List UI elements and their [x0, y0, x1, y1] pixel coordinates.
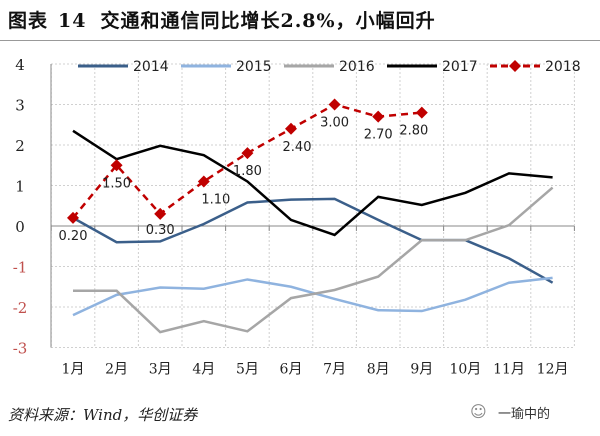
y-tick-label: 4	[15, 56, 25, 74]
series-line-2018	[72, 103, 422, 219]
legend-label-2017: 2017	[442, 59, 478, 75]
legend-label-2018: 2018	[545, 59, 581, 75]
data-label: 1.10	[201, 192, 230, 207]
data-label: 2.80	[399, 124, 428, 139]
y-tick-label: 2	[15, 137, 25, 155]
data-point-2018	[415, 106, 428, 119]
title-divider	[0, 40, 600, 41]
y-tick-label: -2	[13, 299, 28, 317]
legend-marker-2018	[509, 60, 521, 72]
legend-label-2016: 2016	[339, 59, 375, 75]
y-tick-label: -1	[13, 259, 28, 277]
figure-title: 图表 14 交通和通信同比增长2.8%，小幅回升	[8, 6, 436, 33]
data-point-2018	[328, 98, 341, 111]
x-tick-label: 5月	[236, 362, 259, 378]
x-tick-label: 7月	[323, 362, 346, 378]
data-point-2018	[197, 175, 210, 188]
y-tick-label: 3	[15, 97, 25, 115]
data-label: 1.80	[233, 164, 262, 179]
data-label: 0.20	[59, 229, 88, 244]
x-tick-label: 10月	[449, 362, 481, 378]
x-tick-label: 11月	[493, 362, 525, 378]
x-tick-label: 12月	[537, 362, 569, 378]
figure-title-text: 交通和通信同比增长2.8%，小幅回升	[100, 10, 436, 32]
data-point-2018	[241, 147, 254, 160]
legend-label-2014: 2014	[133, 59, 169, 75]
wechat-icon: ☺	[470, 402, 487, 421]
x-tick-label: 3月	[149, 362, 172, 378]
series-line-2014	[72, 197, 554, 284]
data-label: 1.50	[102, 176, 131, 191]
line-chart: 4 3 2 1 0 -1 -2 -3 1月 2月 3月 4月 5月 6月 7月 8月 9月 10月 11月 12月 0.…	[13, 56, 581, 378]
x-tick-label: 8月	[367, 362, 390, 378]
y-tick-label: 1	[15, 178, 25, 196]
x-tick-label: 4月	[192, 362, 215, 378]
data-point-2018	[154, 207, 167, 220]
watermark: 一瑜中的	[498, 407, 551, 422]
source-note: 资料来源：Wind，华创证券	[8, 406, 198, 424]
data-label: 0.30	[146, 223, 175, 238]
data-point-2018	[372, 110, 385, 123]
data-point-2018	[110, 159, 123, 172]
x-tick-label: 1月	[62, 362, 85, 378]
data-point-2018	[285, 122, 297, 135]
x-tick-label: 6月	[280, 362, 303, 378]
series-line-2016	[73, 186, 554, 334]
data-label: 2.70	[364, 128, 393, 143]
x-tick-label: 9月	[410, 362, 433, 378]
data-label: 2.40	[283, 140, 312, 155]
data-label: 3.00	[320, 116, 349, 131]
y-tick-label: -3	[13, 340, 28, 358]
y-tick-label: 0	[15, 218, 25, 236]
figure-number: 14	[58, 10, 87, 32]
x-tick-label: 2月	[105, 362, 128, 378]
legend-label-2015: 2015	[236, 59, 272, 75]
data-point-2018	[67, 211, 79, 224]
figure-label: 图表	[8, 10, 49, 32]
series-line-2017	[72, 129, 553, 237]
